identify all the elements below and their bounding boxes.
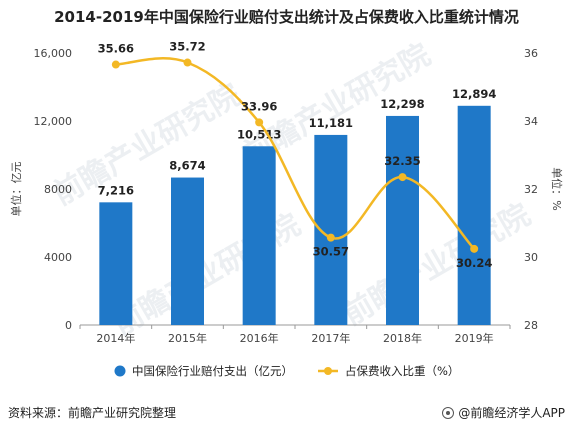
bar xyxy=(242,146,276,325)
ratio-value-label: 35.72 xyxy=(169,40,205,54)
legend-line-label: 占保费收入比重（%） xyxy=(345,364,459,378)
y-right-tick-label: 30 xyxy=(524,251,538,264)
credit-text: @前瞻经济学人APP xyxy=(458,406,565,420)
legend-line-marker xyxy=(324,367,332,375)
x-tick-label: 2015年 xyxy=(168,331,207,345)
ratio-point xyxy=(183,58,192,67)
bar xyxy=(171,177,204,325)
y-right-axis-title: 单位：% xyxy=(550,167,564,210)
bar-value-label: 12,298 xyxy=(380,97,424,111)
y-left-tick-label: 4000 xyxy=(44,251,72,264)
ratio-point xyxy=(470,244,479,253)
y-left-tick-label: 16,000 xyxy=(34,47,73,60)
ratio-value-label: 33.96 xyxy=(241,99,277,113)
credit: @前瞻经济学人APP xyxy=(442,404,565,421)
ratio-value-label: 30.24 xyxy=(456,256,492,270)
ratio-value-label: 35.66 xyxy=(98,42,134,56)
ratio-value-label: 30.57 xyxy=(313,245,349,259)
bar-value-label: 11,181 xyxy=(309,116,353,130)
y-left-tick-label: 8000 xyxy=(44,183,72,196)
ratio-point xyxy=(326,233,335,242)
legend-bar-label: 中国保险行业赔付支出（亿元） xyxy=(132,364,293,378)
y-left-axis-title: 单位：亿元 xyxy=(9,162,23,217)
bar-value-label: 7,216 xyxy=(98,183,134,197)
x-tick-label: 2019年 xyxy=(455,331,494,345)
ratio-point xyxy=(255,118,264,127)
ratio-point xyxy=(398,173,407,182)
bar xyxy=(99,202,133,325)
y-right-tick-label: 32 xyxy=(524,183,538,196)
ratio-point xyxy=(111,60,120,69)
y-right-tick-label: 28 xyxy=(524,319,538,332)
chart-title: 2014-2019年中国保险行业赔付支出统计及占保费收入比重统计情况 xyxy=(54,8,519,26)
ratio-value-label: 32.35 xyxy=(384,154,420,168)
source-note: 资料来源：前瞻产业研究院整理 xyxy=(8,406,177,420)
legend-bar-swatch xyxy=(114,365,126,377)
bar xyxy=(386,115,419,326)
x-tick-label: 2017年 xyxy=(311,331,350,345)
bar xyxy=(457,105,491,325)
x-tick-label: 2016年 xyxy=(240,331,279,345)
y-left-tick-label: 12,000 xyxy=(34,115,73,128)
bar-value-label: 12,894 xyxy=(452,87,496,101)
x-tick-label: 2018年 xyxy=(383,331,422,345)
x-tick-label: 2014年 xyxy=(96,331,135,345)
y-right-tick-label: 34 xyxy=(524,115,538,128)
bar-value-label: 8,674 xyxy=(169,159,205,173)
y-left-tick-label: 0 xyxy=(65,319,72,332)
y-right-tick-label: 36 xyxy=(524,47,538,60)
bar-value-label: 10,513 xyxy=(237,127,281,141)
qianzhan-logo-icon xyxy=(442,406,455,419)
